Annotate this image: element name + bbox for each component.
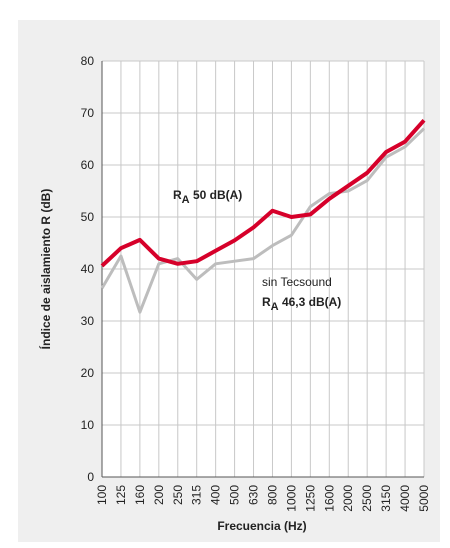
x-tick-label: 1600 xyxy=(322,485,336,512)
x-tick-label: 1000 xyxy=(284,485,298,512)
y-tick-label: 70 xyxy=(81,106,95,120)
y-tick-label: 80 xyxy=(81,54,95,68)
y-tick-label: 40 xyxy=(81,262,95,276)
x-axis-label: Frecuencia (Hz) xyxy=(217,519,306,533)
y-tick-label: 60 xyxy=(81,158,95,172)
y-tick-label: 50 xyxy=(81,210,95,224)
x-tick-label: 315 xyxy=(190,485,204,505)
x-tick-label: 100 xyxy=(95,485,109,505)
x-tick-label: 125 xyxy=(114,485,128,505)
x-tick-label: 800 xyxy=(265,485,279,505)
x-tick-label: 400 xyxy=(209,485,223,505)
y-tick-label: 10 xyxy=(81,418,95,432)
x-tick-label: 200 xyxy=(152,485,166,505)
y-tick-label: 20 xyxy=(81,366,95,380)
x-tick-label: 3150 xyxy=(379,485,393,512)
annotation: sin Tecsound xyxy=(262,275,332,289)
series-line xyxy=(100,127,426,314)
y-axis-label: Índice de aislamiento R (dB) xyxy=(38,189,53,350)
x-tick-label: 500 xyxy=(228,485,242,505)
x-tick-label: 160 xyxy=(133,485,147,505)
y-tick-label: 0 xyxy=(87,470,94,484)
x-tick-label: 2500 xyxy=(360,485,374,512)
x-tick-label: 630 xyxy=(247,485,261,505)
annotation: RA 50 dB(A) xyxy=(173,188,242,206)
x-tick-label: 250 xyxy=(171,485,185,505)
x-tick-label: 4000 xyxy=(398,485,412,512)
series-line xyxy=(100,118,426,268)
annotation: RA 46,3 dB(A) xyxy=(262,295,341,313)
x-tick-label: 1250 xyxy=(303,485,317,512)
y-tick-label: 30 xyxy=(81,314,95,328)
x-tick-label: 2000 xyxy=(341,485,355,512)
x-tick-label: 5000 xyxy=(417,485,431,512)
